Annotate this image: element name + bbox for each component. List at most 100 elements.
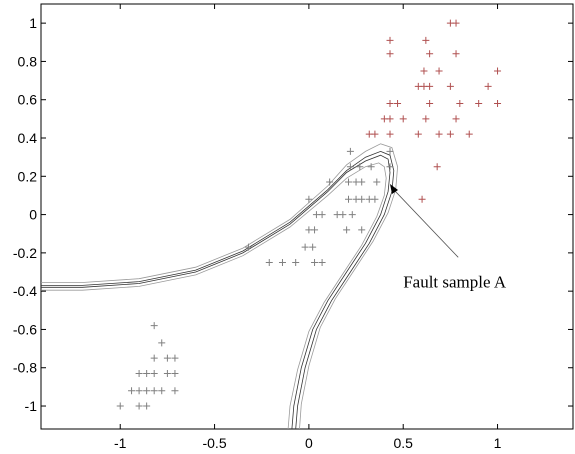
point-series2-1 <box>346 147 354 155</box>
point-series1-16 <box>386 100 394 108</box>
boundary-curve-1 <box>41 154 391 430</box>
point-series2-45 <box>128 387 136 395</box>
point-series2-10 <box>358 178 366 186</box>
point-series1-23 <box>386 115 394 123</box>
boundary-curve-2 <box>41 150 395 430</box>
y-tick-label: 1 <box>29 15 37 31</box>
point-series1-31 <box>435 130 443 138</box>
point-series1-8 <box>420 67 428 75</box>
y-tick-label: -1 <box>25 398 38 414</box>
point-series2-40 <box>135 369 143 377</box>
point-series2-28 <box>309 243 317 251</box>
y-tick-label: -0.2 <box>13 245 37 261</box>
plot-frame <box>40 3 574 430</box>
point-series2-34 <box>318 258 326 266</box>
point-series2-42 <box>150 369 158 377</box>
point-series1-19 <box>456 100 464 108</box>
point-series2-36 <box>158 339 166 347</box>
x-tick-label: -0.5 <box>202 435 226 451</box>
boundary-curve-4 <box>41 143 399 430</box>
point-series1-34 <box>433 163 441 171</box>
point-series2-35 <box>150 322 158 330</box>
point-series2-2 <box>386 147 394 155</box>
point-series2-51 <box>116 402 124 410</box>
y-tick-label: -0.4 <box>13 283 37 299</box>
point-series2-38 <box>163 354 171 362</box>
point-series2-44 <box>171 369 179 377</box>
y-tick-label: 0.4 <box>18 130 38 146</box>
y-tick-label: 0.6 <box>18 92 38 108</box>
point-series2-24 <box>311 226 319 234</box>
point-series1-32 <box>446 130 454 138</box>
point-series2-33 <box>311 258 319 266</box>
data-points <box>116 19 502 410</box>
point-series2-46 <box>135 387 143 395</box>
point-series2-6 <box>386 163 394 171</box>
point-series2-15 <box>358 195 366 203</box>
point-series2-27 <box>301 243 309 251</box>
point-series1-2 <box>452 19 460 27</box>
point-series1-21 <box>494 100 502 108</box>
y-tick-label: 0 <box>29 207 37 223</box>
point-series2-26 <box>358 226 366 234</box>
point-series1-15 <box>484 82 492 90</box>
point-series1-26 <box>452 115 460 123</box>
annotation-leader-line <box>393 189 459 258</box>
point-series2-37 <box>150 354 158 362</box>
point-series1-25 <box>422 115 430 123</box>
point-series1-24 <box>399 115 407 123</box>
point-series2-13 <box>345 195 353 203</box>
point-series2-52 <box>135 402 143 410</box>
boundary-curve-3 <box>41 162 387 430</box>
point-series1-3 <box>386 36 394 44</box>
point-series2-7 <box>326 178 334 186</box>
x-tick-label: -1 <box>114 435 127 451</box>
x-tick-label: 0 <box>305 435 313 451</box>
point-series2-49 <box>158 387 166 395</box>
point-series1-10 <box>494 67 502 75</box>
y-tick-label: 0.2 <box>18 168 38 184</box>
point-series2-12 <box>305 195 313 203</box>
point-series2-30 <box>265 258 273 266</box>
point-series1-4 <box>422 36 430 44</box>
y-tick-label: -0.8 <box>13 360 37 376</box>
point-series1-30 <box>414 130 422 138</box>
point-series2-17 <box>371 195 379 203</box>
point-series2-43 <box>163 369 171 377</box>
point-series2-25 <box>343 226 351 234</box>
point-series1-18 <box>426 100 434 108</box>
x-tick-label: 1 <box>494 435 502 451</box>
point-series2-31 <box>278 258 286 266</box>
point-series2-22 <box>348 211 356 219</box>
point-series2-8 <box>345 178 353 186</box>
decision-boundaries <box>41 143 399 430</box>
point-series1-5 <box>386 50 394 58</box>
point-series2-41 <box>143 369 151 377</box>
point-series1-20 <box>475 100 483 108</box>
point-series1-35 <box>418 195 426 203</box>
y-tick-label: -0.6 <box>13 321 37 337</box>
point-series1-33 <box>465 130 473 138</box>
point-series1-7 <box>452 50 460 58</box>
annotation-arrowhead <box>390 183 399 194</box>
point-series2-53 <box>143 402 151 410</box>
annotation: Fault sample A <box>390 183 507 291</box>
point-series1-17 <box>394 100 402 108</box>
y-tick-label: 0.8 <box>18 53 38 69</box>
x-tick-label: 0.5 <box>393 435 413 451</box>
point-series1-6 <box>426 50 434 58</box>
point-series2-29 <box>245 243 253 251</box>
axis-ticks: -1 -0.5 0 0.5 1 1 0.8 0.6 0.4 0.2 0 -0.2 -0.4 -0.6 -0.… <box>13 4 573 451</box>
point-series1-13 <box>426 82 434 90</box>
point-series2-19 <box>318 211 326 219</box>
point-series2-32 <box>292 258 300 266</box>
point-series1-28 <box>371 130 379 138</box>
point-series1-29 <box>386 130 394 138</box>
point-series1-9 <box>435 67 443 75</box>
point-series2-11 <box>373 178 381 186</box>
point-series2-50 <box>171 387 179 395</box>
annotation-label: Fault sample A <box>403 272 507 291</box>
point-series2-5 <box>367 163 375 171</box>
point-series2-39 <box>171 354 179 362</box>
